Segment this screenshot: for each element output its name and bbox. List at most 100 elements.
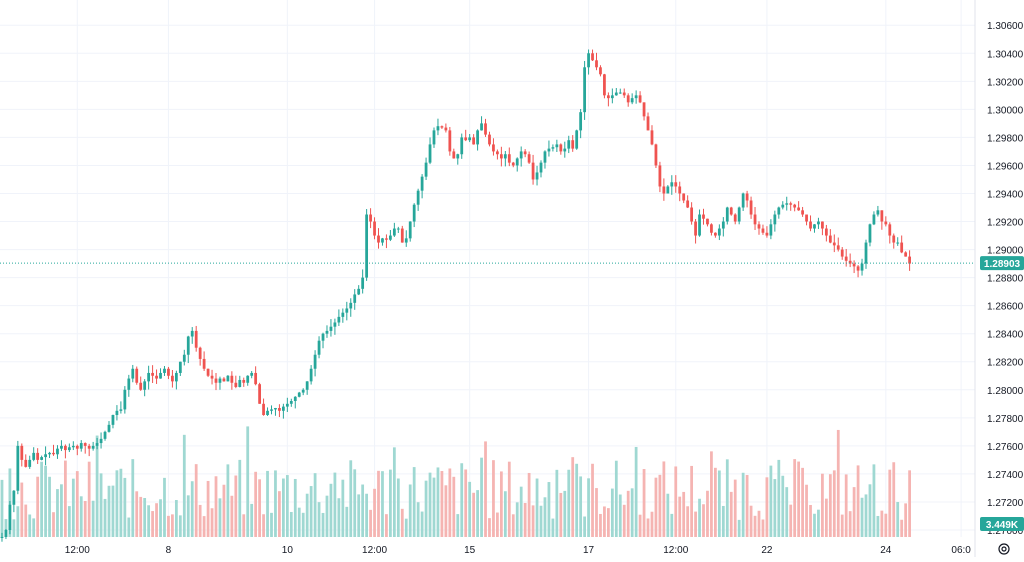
candle-body xyxy=(293,396,297,401)
candle-body xyxy=(563,148,567,152)
candle-body xyxy=(567,140,571,149)
candle-body xyxy=(365,214,369,278)
volume-bar xyxy=(852,487,856,537)
volume-bar xyxy=(733,479,737,537)
candle-body xyxy=(218,378,222,383)
candle-body xyxy=(630,98,634,103)
volume-bar xyxy=(24,504,28,537)
candle-body xyxy=(698,214,701,236)
volume-bar xyxy=(103,498,107,537)
candle-body xyxy=(674,182,678,187)
volume-bar xyxy=(610,488,614,537)
volume-bar xyxy=(622,504,626,537)
candle-body xyxy=(226,375,230,382)
candle-body xyxy=(836,245,840,250)
volume-bar xyxy=(444,485,448,537)
y-tick-label: 1.29800 xyxy=(987,133,1024,144)
last-price-badge: 1.28903 xyxy=(980,256,1024,271)
candle-body xyxy=(95,443,99,446)
volume-bar xyxy=(52,512,55,537)
volume-bar xyxy=(682,491,686,537)
candle-body xyxy=(614,92,618,96)
volume-bar xyxy=(83,501,87,537)
volume-bar xyxy=(840,514,844,537)
candle-body xyxy=(908,256,911,264)
gear-icon[interactable] xyxy=(998,543,1010,555)
candle-body xyxy=(127,378,131,390)
settings-icon-group[interactable] xyxy=(998,543,1010,555)
candle-body xyxy=(353,294,357,303)
candle-body xyxy=(896,242,900,244)
volume-bar xyxy=(357,494,361,537)
volume-bar xyxy=(139,496,143,537)
candle-body xyxy=(476,130,479,145)
volume-bar xyxy=(345,506,349,537)
candle-body xyxy=(83,443,87,446)
candle-body xyxy=(373,221,376,236)
candle-body xyxy=(579,112,583,131)
candle-body xyxy=(821,221,824,229)
candle-body xyxy=(817,221,820,225)
volume-bar xyxy=(274,470,277,537)
volume-bar xyxy=(583,516,586,537)
y-tick-label: 1.28400 xyxy=(987,330,1024,341)
candle-body xyxy=(349,302,353,309)
volume-bar xyxy=(111,485,115,537)
price-axis[interactable]: 1.30600 1.30400 1.30200 1.30000 1.29800 1.296… xyxy=(974,0,1024,557)
candle-body xyxy=(575,130,579,149)
candle-body xyxy=(337,316,341,323)
candle-body xyxy=(79,443,83,449)
volume-bar xyxy=(67,506,71,537)
volume-bar xyxy=(591,463,594,537)
volume-bar xyxy=(416,502,420,537)
candle-body xyxy=(844,256,848,261)
volume-bar xyxy=(575,463,579,537)
volume-bar xyxy=(317,502,321,537)
candle-body xyxy=(174,372,178,382)
volume-bar xyxy=(706,490,709,537)
volume-badge: 3.449K xyxy=(980,517,1024,531)
volume-bar xyxy=(428,472,432,537)
volume-bar xyxy=(234,475,238,537)
candle-body xyxy=(515,158,519,166)
candle-body xyxy=(852,263,856,267)
volume-bar xyxy=(186,495,190,537)
candle-body xyxy=(539,162,543,173)
volume-bar xyxy=(884,513,888,537)
volume-bar xyxy=(599,513,602,537)
volume-bar xyxy=(365,493,369,537)
volume-bar xyxy=(515,502,519,537)
candle-body xyxy=(416,190,420,205)
candle-body xyxy=(682,193,686,201)
volume-bar xyxy=(194,464,198,537)
candle-body xyxy=(468,137,472,141)
candle-body xyxy=(289,400,293,404)
candle-body xyxy=(464,137,468,141)
volume-bar xyxy=(892,462,896,537)
candle-body xyxy=(749,200,753,215)
volume-bar xyxy=(202,516,206,537)
volume-bar xyxy=(250,503,254,537)
candle-body xyxy=(765,232,769,236)
volume-bar xyxy=(464,469,468,537)
volume-bar xyxy=(753,515,757,537)
volume-bar xyxy=(614,460,618,537)
volume-bar xyxy=(678,496,682,537)
volume-bar xyxy=(773,479,777,537)
candle-body xyxy=(123,389,127,410)
candle-body xyxy=(690,207,694,222)
candle-body xyxy=(496,151,499,155)
volume-bar xyxy=(127,517,131,537)
volume-bar xyxy=(151,511,154,537)
volume-bar xyxy=(60,484,63,537)
volume-bar xyxy=(285,475,289,537)
volume-bar xyxy=(12,519,16,537)
candle-body xyxy=(440,126,444,128)
time-axis[interactable]: 12:00 8 10 12:00 15 17 12:00 22 24 06:0 xyxy=(65,545,972,556)
candle-body xyxy=(904,252,908,257)
volume-bar xyxy=(737,519,741,537)
candle-body xyxy=(737,207,741,222)
candle-body xyxy=(828,235,832,243)
